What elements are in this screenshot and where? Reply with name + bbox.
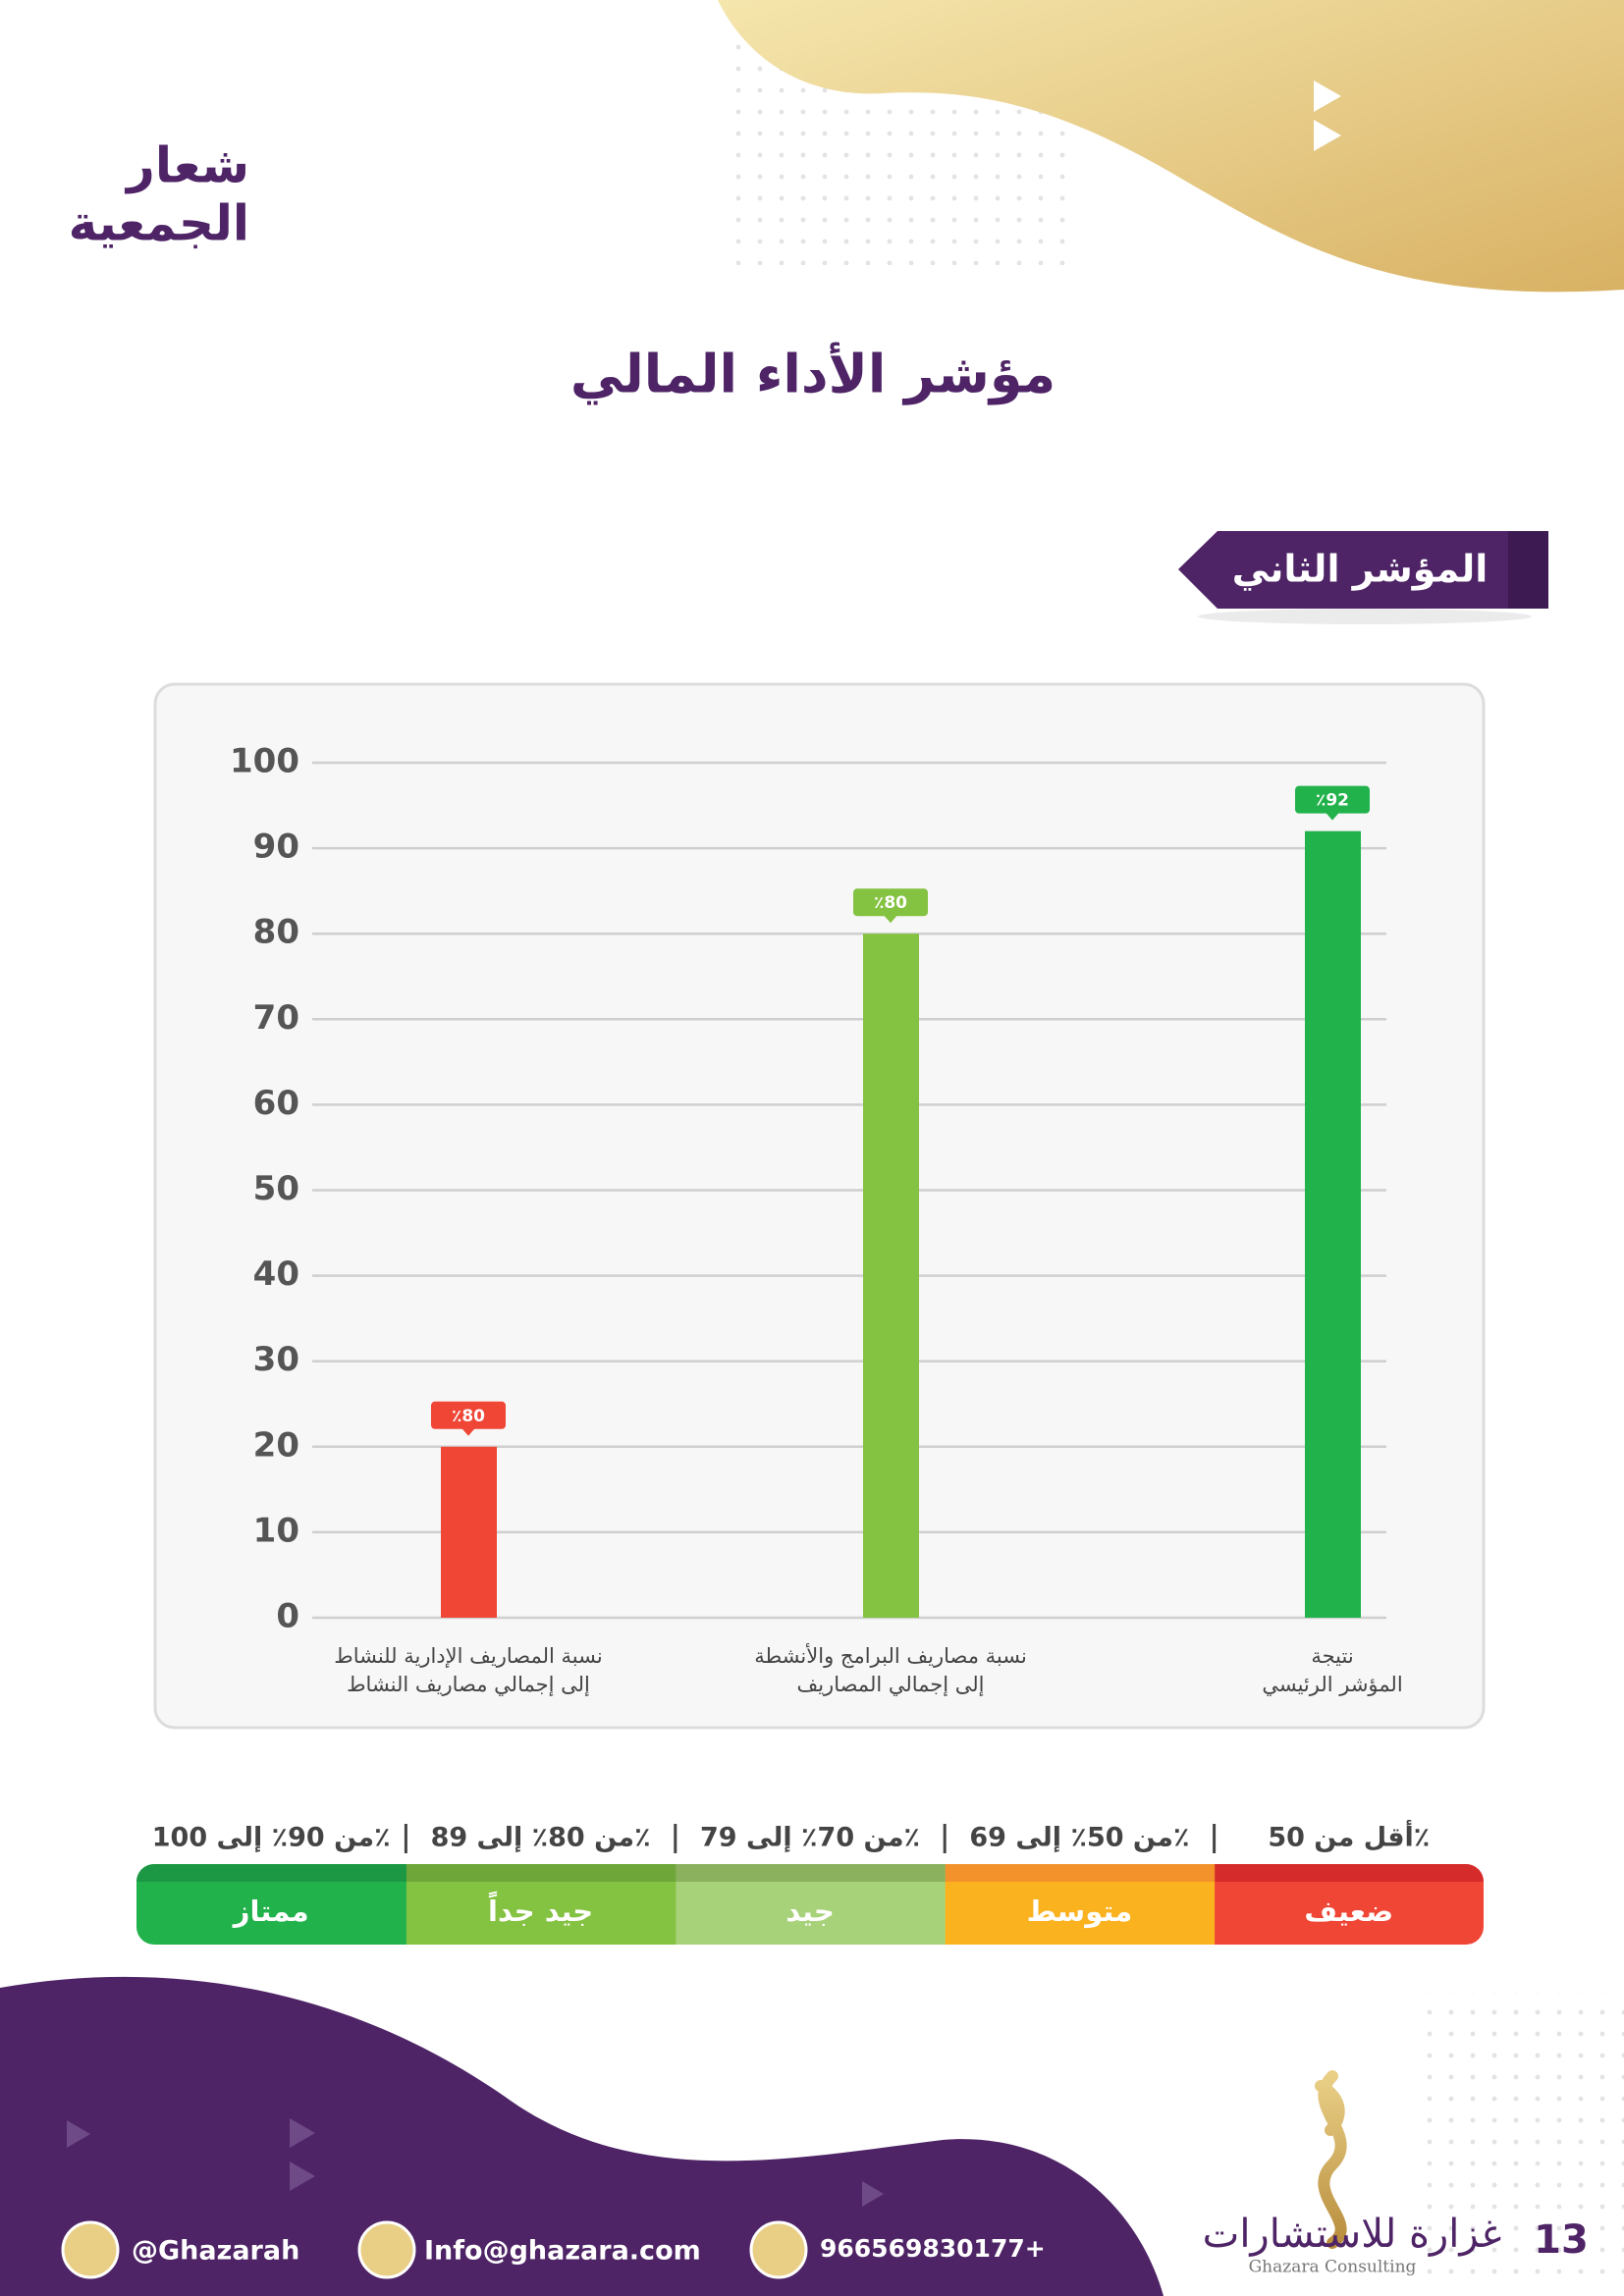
scale-segment-band (945, 1864, 1216, 1882)
badge-text: المؤشر الثاني (1232, 548, 1489, 591)
x-tick-label: إلى إجمالي المصاريف (796, 1673, 984, 1697)
value-tag-pointer (461, 1427, 475, 1436)
value-tag-pointer (884, 915, 897, 924)
footer-blob (0, 1976, 1164, 2296)
scale-label: متوسط (1027, 1895, 1133, 1928)
x-tick-label: نتيجة (1311, 1644, 1353, 1668)
y-tick-label: 100 (230, 742, 299, 781)
scale-bar (136, 1864, 1484, 1945)
y-tick-label: 0 (276, 1597, 299, 1636)
rating-scale: ضعيف أقل من 50٪ متوسط من 50٪ إلى 69٪ جيد من 7… (136, 1820, 1484, 1945)
scale-range: من 50٪ إلى 69٪ (969, 1823, 1189, 1853)
scale-range: أقل من 50٪ (1268, 1820, 1430, 1853)
x-tick-label: نسبة المصاريف الإدارية للنشاط (334, 1644, 602, 1668)
twitter-handle: @Ghazarah (132, 2236, 299, 2267)
value-tag-text: ٪80 (452, 1407, 485, 1426)
page-number: 13 (1534, 2217, 1589, 2263)
logo-placeholder: الجمعية (69, 195, 249, 252)
logo-mark (1315, 2070, 1347, 2249)
email: Info@ghazara.com (424, 2236, 701, 2267)
logo-placeholder: شعار (124, 137, 249, 194)
value-tag (431, 1401, 506, 1429)
scale-label: جيد جداً (488, 1892, 593, 1928)
dot-pattern (1414, 1993, 1624, 2277)
y-tick-label: 30 (253, 1340, 299, 1379)
x-tick-label: نسبة مصاريف البرامج والأنشطة (754, 1643, 1027, 1668)
email-icon (357, 2220, 416, 2279)
scale-segment-band (406, 1864, 677, 1882)
logo-name: غزارة للاستشارات (1203, 2212, 1502, 2257)
badge (1178, 531, 1548, 609)
phone: 966569830177+ (820, 2234, 1046, 2263)
scale-range: من 70٪ إلى 79٪ (700, 1823, 920, 1853)
scale-range: من 90٪ إلى 100٪ (152, 1823, 391, 1853)
bar (863, 934, 919, 1618)
scale-label: جيد (785, 1895, 835, 1928)
scale-range: من 80٪ إلى 89٪ (431, 1823, 651, 1853)
scale-segment-band (1214, 1864, 1484, 1882)
x-tick-label: إلى إجمالي مصاريف النشاط (347, 1673, 590, 1697)
badge-edge (1508, 531, 1548, 609)
top-blob (718, 0, 1624, 293)
logo-latin: Ghazara Consulting (1249, 2258, 1417, 2277)
bar (1305, 830, 1361, 1618)
y-tick-label: 60 (253, 1084, 299, 1123)
value-tag-text: ٪92 (1316, 791, 1349, 811)
scale-segment-band (136, 1864, 406, 1882)
x-tick-label: المؤشر الرئيسي (1262, 1673, 1402, 1696)
value-tag-text: ٪80 (874, 893, 907, 913)
value-tag (1295, 785, 1370, 814)
y-tick-label: 20 (253, 1425, 299, 1465)
twitter-icon (61, 2220, 120, 2279)
y-tick-label: 50 (253, 1169, 299, 1208)
y-tick-label: 80 (253, 913, 299, 952)
bar (441, 1446, 497, 1618)
chart: 0 10 20 30 40 50 60 70 80 90 100 ٪80 نسبة المصاريف ا… (230, 742, 1403, 1698)
value-tag (853, 888, 928, 917)
badge-shadow (1198, 609, 1532, 624)
value-tag-pointer (1326, 812, 1339, 821)
phone-icon (749, 2220, 808, 2279)
y-tick-label: 40 (253, 1255, 299, 1294)
y-tick-label: 10 (253, 1511, 299, 1550)
arrows (1314, 80, 1341, 151)
scale-segment-band (675, 1864, 946, 1882)
scale-label: ضعيف (1304, 1895, 1393, 1928)
y-tick-label: 70 (253, 998, 299, 1038)
scale-label: ممتاز (232, 1895, 309, 1928)
y-tick-label: 90 (253, 828, 299, 867)
chart-card (153, 682, 1486, 1730)
page-title: مؤشر الأداء المالي (570, 343, 1056, 405)
